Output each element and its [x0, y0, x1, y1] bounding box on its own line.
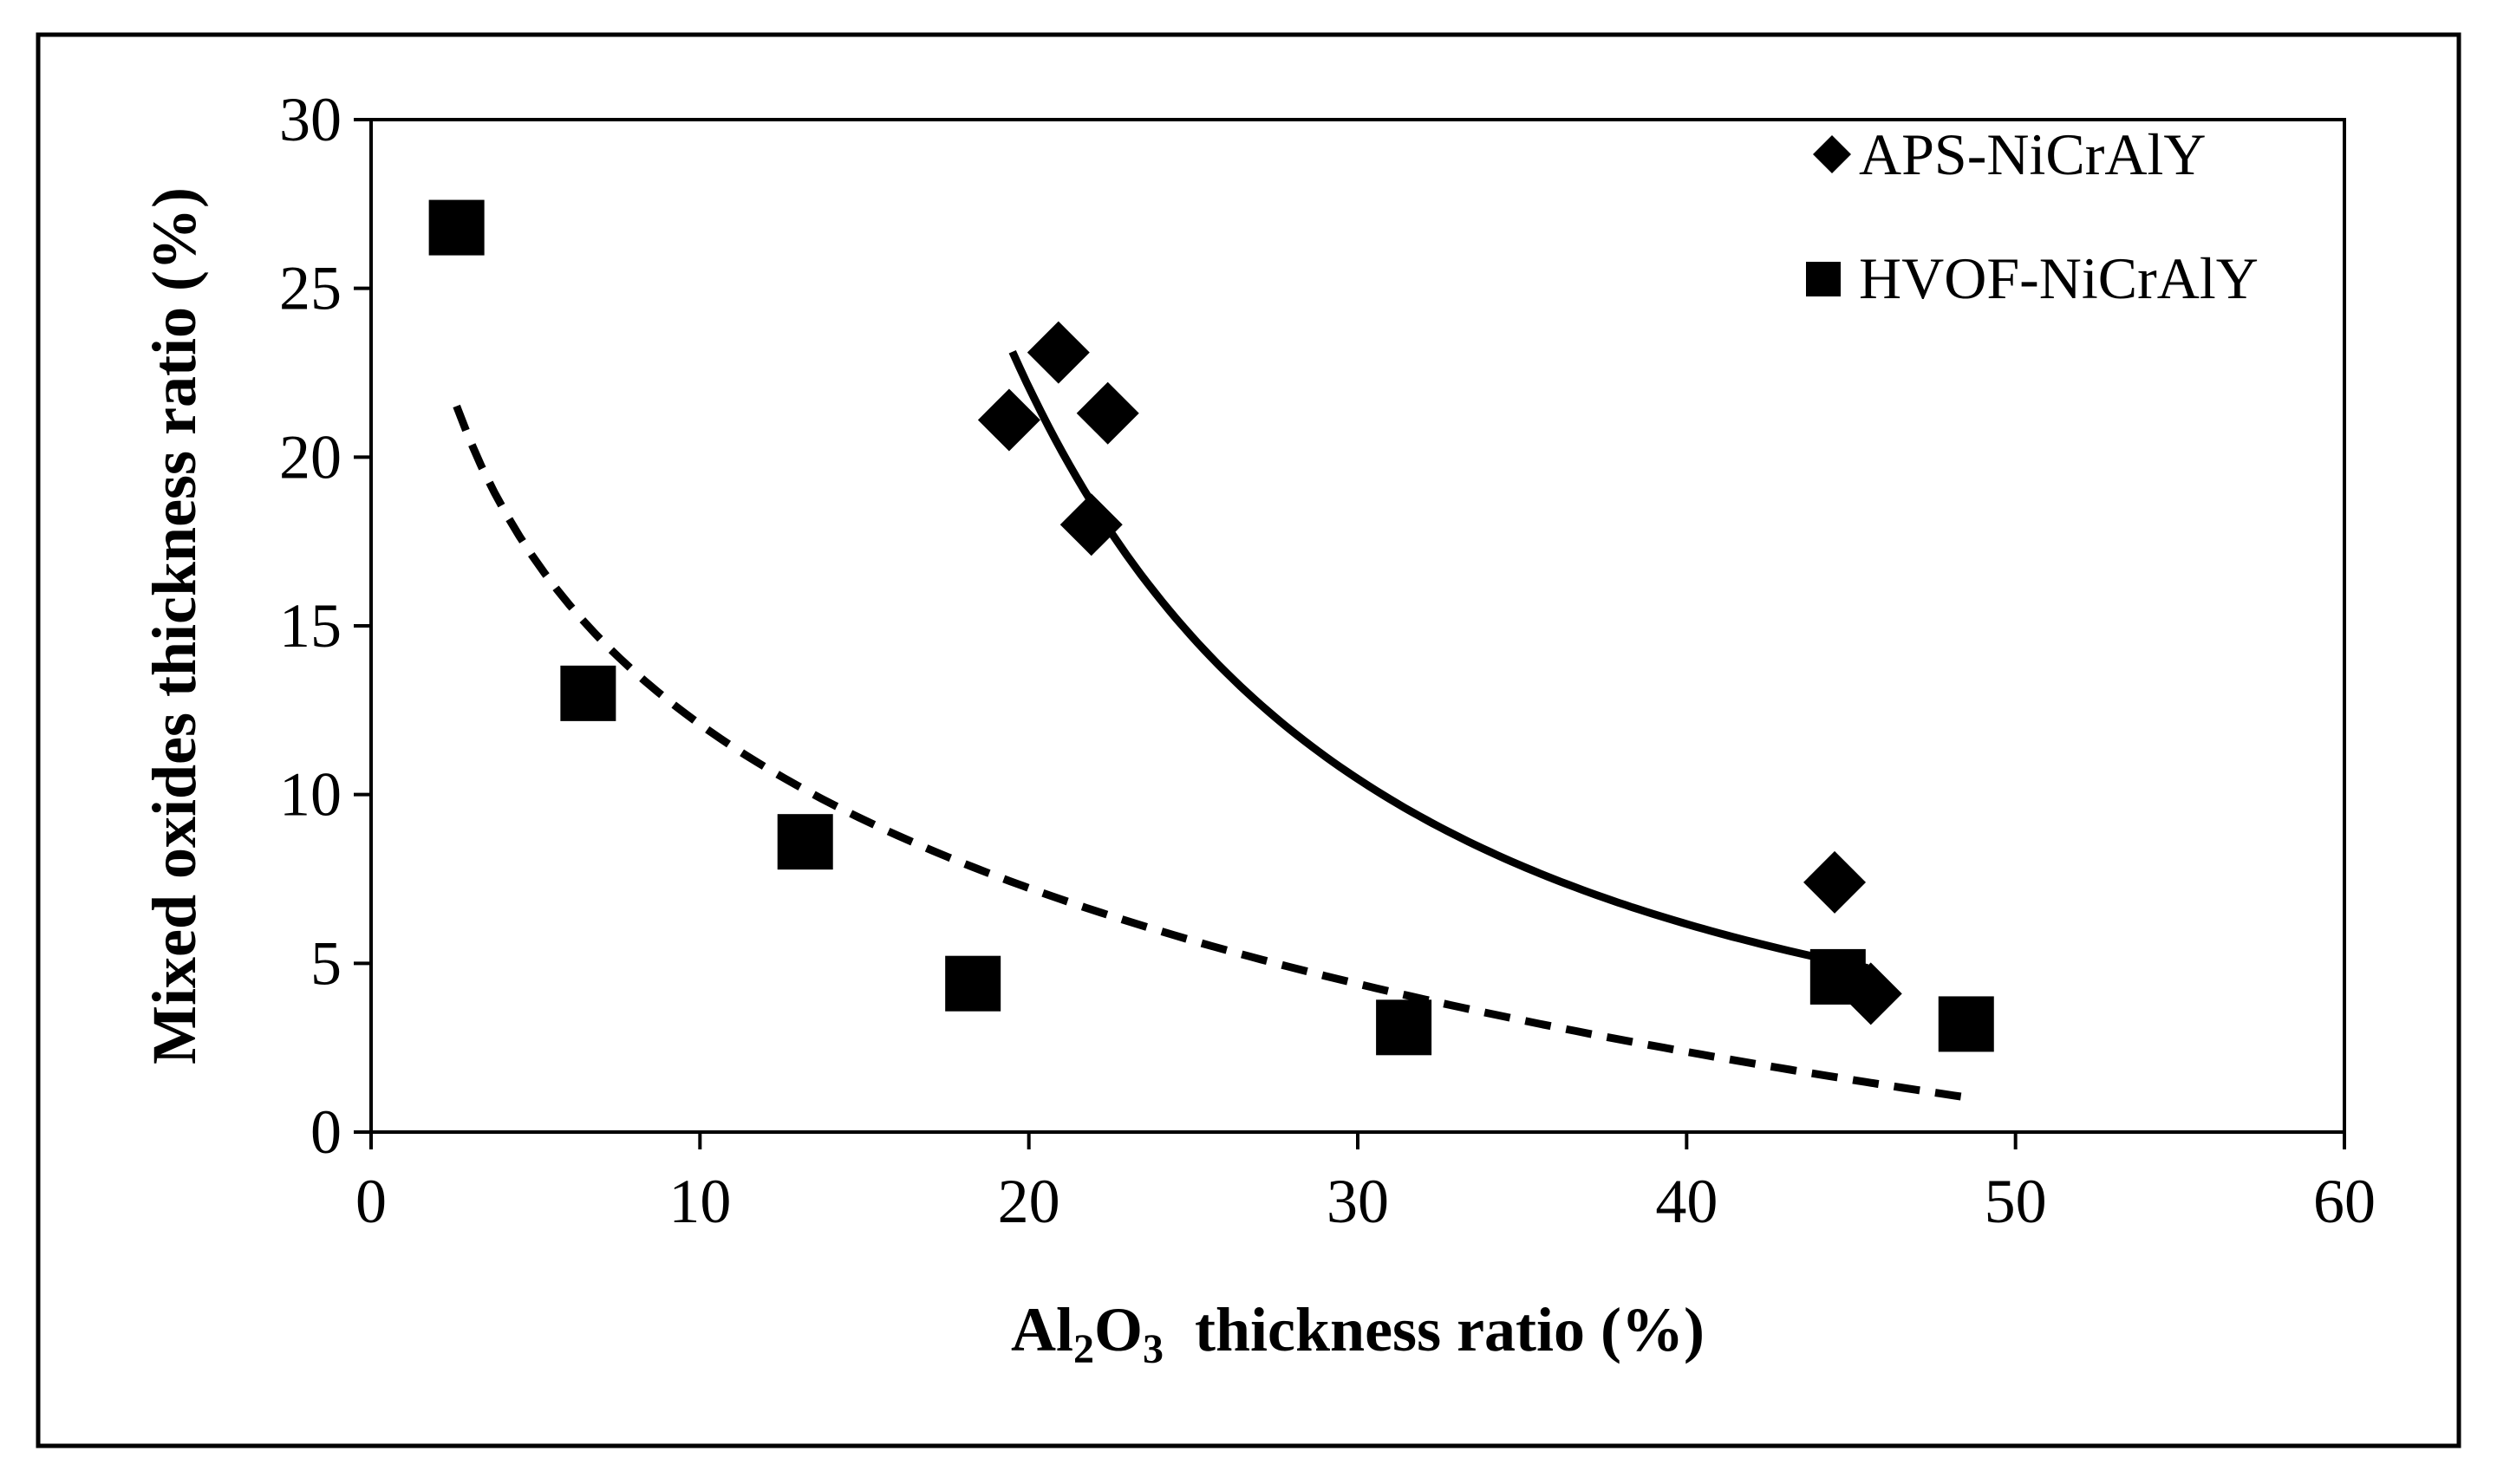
x-tick-label: 20 — [998, 1167, 1060, 1236]
trendline-hvof — [453, 404, 1967, 1102]
legend: APS-NiCrAlY HVOF-NiCrAlY — [1806, 121, 2259, 311]
aps-point — [1803, 850, 1867, 914]
x-tick-label: 50 — [1985, 1167, 2047, 1236]
y-tick-label: 10 — [279, 760, 342, 830]
legend-marker-aps — [1813, 135, 1851, 173]
x-tick-label: 30 — [1327, 1167, 1389, 1236]
y-tick-label: 5 — [310, 928, 342, 998]
aps-point — [1059, 493, 1123, 556]
x-axis-title-sub2: 3 — [1143, 1326, 1164, 1372]
aps-point — [977, 388, 1040, 452]
x-axis-title: Al2O3 thickness ratio (%) — [1011, 1295, 1705, 1372]
x-axis-title-base: Al — [1011, 1295, 1073, 1364]
trendline-aps — [1008, 349, 1868, 973]
aps-point — [1027, 321, 1090, 384]
y-tick-label: 0 — [310, 1097, 342, 1167]
legend-label-aps: APS-NiCrAlY — [1859, 121, 2207, 187]
y-axis-title: Mixed oxides thickness ratio (%) — [140, 187, 209, 1064]
outer-frame — [36, 32, 2461, 1448]
y-tick-label: 30 — [279, 85, 342, 154]
hvof-point — [1938, 996, 1994, 1052]
data-points — [428, 199, 1994, 1056]
hvof-point — [777, 814, 833, 870]
y-tick-label: 15 — [279, 591, 342, 661]
hvof-point — [560, 665, 616, 721]
hvof-point — [1376, 999, 1432, 1056]
y-tick-label: 20 — [279, 422, 342, 491]
y-tick-label: 25 — [279, 254, 342, 323]
hvof-point — [428, 199, 485, 256]
x-tick-label: 40 — [1655, 1167, 1718, 1236]
x-tick-label: 0 — [355, 1167, 387, 1236]
aps-point — [1076, 381, 1139, 445]
hvof-point — [1809, 948, 1866, 1005]
legend-label-hvof: HVOF-NiCrAlY — [1859, 245, 2259, 311]
x-axis-title-sub1: 2 — [1073, 1326, 1094, 1372]
x-axis-title-rest: thickness ratio (%) — [1164, 1295, 1705, 1364]
trendlines — [453, 349, 1967, 1102]
legend-marker-hvof — [1806, 262, 1841, 296]
hvof-point — [945, 955, 1001, 1012]
axis-ticks: 0 5 10 15 20 25 30 0 10 20 30 40 50 60 — [279, 85, 2376, 1236]
x-tick-label: 60 — [2313, 1167, 2376, 1236]
x-axis-title-mid: O — [1094, 1295, 1143, 1364]
x-tick-label: 10 — [668, 1167, 731, 1236]
